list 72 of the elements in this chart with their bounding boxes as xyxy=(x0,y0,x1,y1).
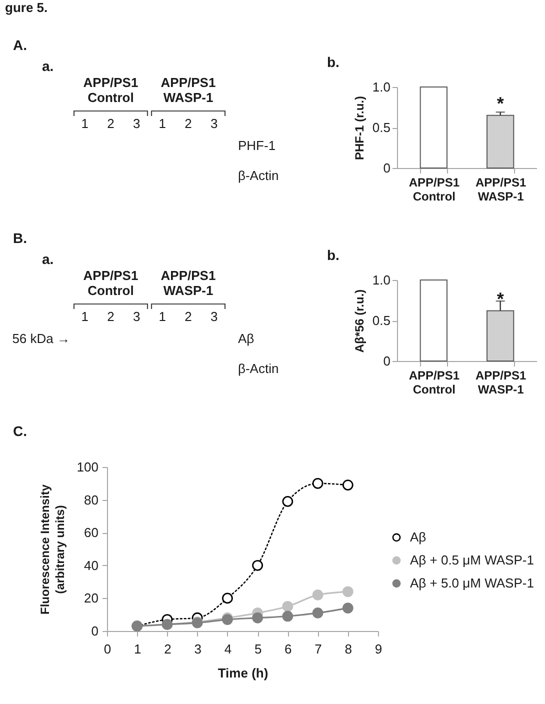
y-tick-label: 1.0 xyxy=(372,80,390,94)
y-tick-label: 0 xyxy=(383,354,390,368)
text: 56 kDa → xyxy=(12,331,70,346)
category-label: β-Actin xyxy=(238,361,279,376)
category-label: 2 xyxy=(184,116,192,131)
category-label: PHF-1 xyxy=(238,138,276,153)
category-label: 3 xyxy=(132,309,140,324)
category-label: 3 xyxy=(210,309,218,324)
y-axis-title: PHF-1 (r.u.) xyxy=(352,96,366,160)
category-label: 1 xyxy=(158,116,166,131)
category-label: 2 xyxy=(107,116,114,131)
legend-label: Aβ xyxy=(410,529,426,544)
x-tick-label: 6 xyxy=(284,642,292,656)
chart-title: b. xyxy=(327,247,340,263)
point xyxy=(282,610,294,622)
category-label: 1 xyxy=(158,309,166,324)
legend-label: Aβ + 0.5 μM WASP-1 xyxy=(410,552,534,568)
text: a. xyxy=(42,251,54,267)
y-axis-title: Aβ*56 (r.u.) xyxy=(352,289,366,353)
text: APP/PS1 Control xyxy=(83,75,138,105)
text: B. xyxy=(13,230,27,246)
point xyxy=(312,589,324,600)
category-label: Aβ xyxy=(238,331,254,346)
y-tick-label: 40 xyxy=(84,558,98,573)
x-tick-label: 0 xyxy=(104,642,112,656)
point xyxy=(342,586,354,598)
point xyxy=(252,612,263,624)
point xyxy=(342,480,354,490)
x-tick-label: 8 xyxy=(344,642,352,656)
x-axis-title: Time (h) xyxy=(218,666,268,680)
x-tick-label: 7 xyxy=(314,642,322,656)
category-label: β-Actin xyxy=(238,168,279,183)
y-axis-title: Fluorescence Intensity (arbitrary units) xyxy=(38,484,67,615)
text: a. xyxy=(42,58,54,74)
y-tick-label: 0 xyxy=(91,624,98,638)
category-label: 3 xyxy=(132,116,140,131)
x-tick-label: 2 xyxy=(164,642,172,656)
text: A. xyxy=(13,37,27,53)
y-tick-label: 0.5 xyxy=(372,120,390,135)
y-tick-label: 1.0 xyxy=(372,272,390,288)
point xyxy=(312,478,324,489)
chart-title: b. xyxy=(327,54,340,70)
chart-title: C. xyxy=(13,423,27,439)
point xyxy=(282,496,294,507)
x-tick-label: 3 xyxy=(194,642,202,656)
text: gure 5. xyxy=(5,0,48,15)
point xyxy=(342,602,354,614)
category-label: 1 xyxy=(81,309,89,324)
category-label: 1 xyxy=(81,116,89,131)
y-tick-label: 20 xyxy=(84,590,98,606)
y-tick-label: 80 xyxy=(84,492,98,508)
x-tick-label: 4 xyxy=(224,642,232,656)
point xyxy=(222,592,233,604)
text: APP/PS1 Control xyxy=(83,268,138,298)
y-tick-label: 100 xyxy=(76,460,98,474)
point xyxy=(252,560,263,571)
text: APP/PS1 WASP-1 xyxy=(160,268,216,298)
text: APP/PS1 WASP-1 xyxy=(160,75,216,105)
y-tick-label: 0 xyxy=(383,160,390,176)
point xyxy=(312,608,324,618)
x-tick-label: 9 xyxy=(374,642,382,656)
x-tick-label: 1 xyxy=(134,642,142,656)
annotation: * xyxy=(496,93,504,114)
category-label: 3 xyxy=(210,116,218,131)
point xyxy=(282,600,294,612)
y-tick-label: 60 xyxy=(84,525,98,540)
legend-label: Aβ + 5.0 μM WASP-1 xyxy=(410,575,534,590)
annotation: * xyxy=(496,288,504,309)
y-tick-label: 0.5 xyxy=(372,313,390,328)
category-label: 2 xyxy=(107,309,114,324)
category-label: 2 xyxy=(184,309,192,324)
x-tick-label: 5 xyxy=(254,642,262,656)
